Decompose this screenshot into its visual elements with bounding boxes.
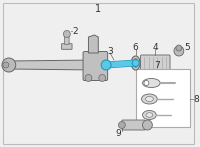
Ellipse shape (143, 78, 160, 87)
Text: 2: 2 (73, 26, 78, 35)
Ellipse shape (142, 94, 157, 104)
Ellipse shape (146, 113, 153, 117)
Text: 1: 1 (95, 4, 101, 14)
Circle shape (63, 30, 70, 37)
Circle shape (118, 122, 125, 128)
Text: 3: 3 (107, 46, 113, 56)
Polygon shape (88, 35, 98, 53)
FancyBboxPatch shape (122, 120, 145, 130)
Circle shape (3, 62, 9, 68)
FancyBboxPatch shape (83, 51, 108, 81)
Ellipse shape (143, 111, 156, 120)
Circle shape (85, 75, 92, 81)
Circle shape (101, 60, 111, 70)
Circle shape (176, 45, 182, 51)
Circle shape (132, 60, 139, 66)
Circle shape (2, 58, 16, 72)
Ellipse shape (145, 96, 153, 101)
Ellipse shape (133, 59, 138, 67)
FancyBboxPatch shape (136, 69, 190, 127)
Text: 7: 7 (154, 61, 160, 70)
FancyBboxPatch shape (141, 55, 170, 71)
Circle shape (144, 81, 149, 86)
Circle shape (143, 120, 152, 130)
Circle shape (99, 75, 106, 81)
Ellipse shape (131, 56, 140, 70)
FancyBboxPatch shape (65, 36, 69, 44)
Text: 5: 5 (185, 42, 191, 51)
Text: 9: 9 (115, 128, 121, 137)
FancyBboxPatch shape (62, 44, 72, 49)
Text: 8: 8 (194, 95, 199, 103)
Text: 4: 4 (152, 42, 158, 51)
Polygon shape (8, 60, 96, 70)
Circle shape (174, 46, 184, 56)
FancyBboxPatch shape (3, 3, 194, 144)
Text: 6: 6 (133, 42, 139, 51)
